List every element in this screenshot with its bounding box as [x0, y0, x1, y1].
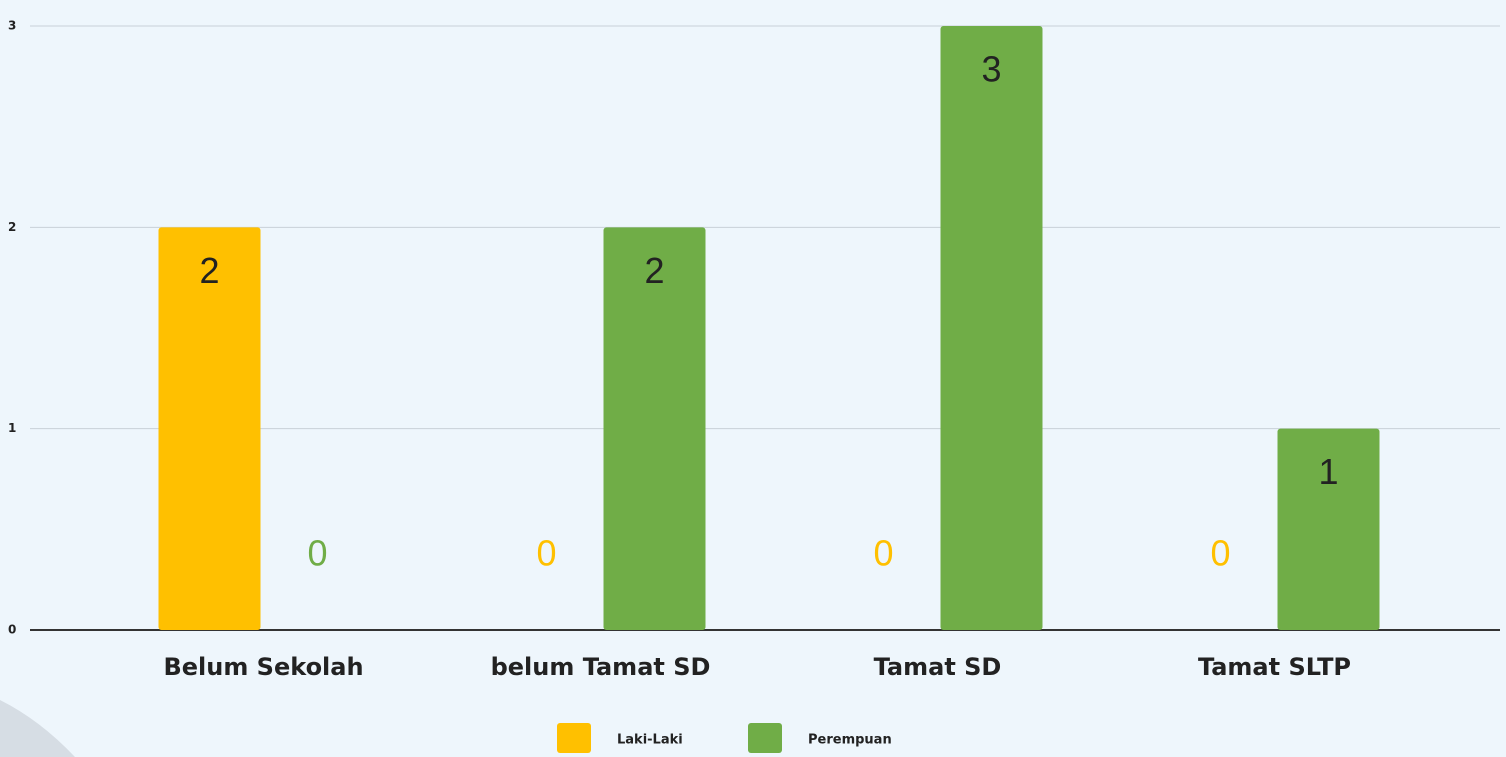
- value-label: 2: [644, 250, 664, 291]
- bar: [158, 227, 261, 631]
- x-tick-label: Tamat SLTP: [1198, 653, 1351, 681]
- x-tick-label: belum Tamat SD: [491, 653, 711, 681]
- y-tick-label: 0: [8, 623, 16, 637]
- y-tick-label: 2: [8, 220, 16, 234]
- bar: [1277, 428, 1380, 630]
- x-tick-label: Belum Sekolah: [163, 653, 363, 681]
- legend-swatch: [748, 723, 782, 753]
- value-label: 2: [199, 250, 219, 291]
- y-tick-label: 3: [8, 19, 16, 33]
- bar: [603, 227, 706, 631]
- decoration: [0, 700, 75, 757]
- value-label: 0: [307, 533, 327, 574]
- legend-label: Perempuan: [808, 733, 892, 748]
- legend-swatch: [557, 723, 591, 753]
- legend-label: Laki-Laki: [617, 733, 683, 748]
- value-label: 0: [536, 533, 556, 574]
- bar: [940, 26, 1043, 630]
- value-label: 0: [873, 533, 893, 574]
- x-tick-label: Tamat SD: [874, 653, 1002, 681]
- value-label: 1: [1318, 451, 1338, 492]
- value-label: 3: [981, 49, 1001, 90]
- value-label: 0: [1210, 533, 1230, 574]
- y-tick-label: 1: [8, 421, 16, 435]
